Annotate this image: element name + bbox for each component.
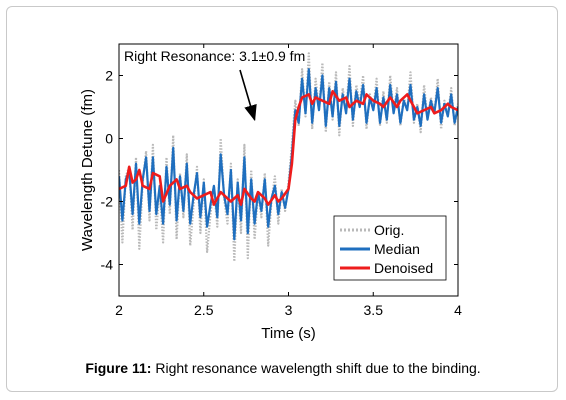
series-line-denoised bbox=[119, 90, 458, 206]
x-tick-label: 4 bbox=[454, 302, 462, 318]
y-axis-label: Wavelength Detune (fm) bbox=[79, 89, 96, 251]
annotation: Right Resonance: 3.1±0.9 fm bbox=[124, 48, 305, 122]
ticks-layer: 2 2.5 3 3.5 4 -4 -2 0 2 bbox=[101, 44, 462, 318]
legend-label-denoised: Denoised bbox=[374, 260, 433, 276]
figure-caption-label: Figure 11: bbox=[85, 360, 152, 376]
legend-label-median: Median bbox=[374, 241, 420, 257]
annotation-text: Right Resonance: 3.1±0.9 fm bbox=[124, 48, 305, 64]
y-tick-label: 0 bbox=[105, 131, 113, 147]
series-layer bbox=[119, 52, 458, 263]
chart: 2 2.5 3 3.5 4 -4 -2 0 2 Time (s) Wavelength Detu… bbox=[79, 43, 462, 342]
y-tick-label: 2 bbox=[105, 68, 113, 84]
x-axis-label: Time (s) bbox=[261, 325, 315, 342]
x-tick-label: 2 bbox=[115, 302, 123, 318]
x-tick-label: 2.5 bbox=[194, 302, 214, 318]
y-tick-label: -2 bbox=[101, 194, 114, 210]
legend: Orig. Median Denoised bbox=[333, 215, 447, 281]
axis-labels: Time (s) Wavelength Detune (fm) bbox=[79, 89, 316, 342]
legend-label-orig: Orig. bbox=[374, 222, 404, 238]
y-tick-label: -4 bbox=[101, 257, 114, 273]
x-tick-label: 3 bbox=[285, 302, 293, 318]
figure-caption-text: Right resonance wavelength shift due to … bbox=[151, 360, 481, 376]
annotation-arrow bbox=[239, 69, 257, 122]
figure-caption: Figure 11: Right resonance wavelength sh… bbox=[0, 360, 566, 376]
x-tick-label: 3.5 bbox=[364, 302, 384, 318]
